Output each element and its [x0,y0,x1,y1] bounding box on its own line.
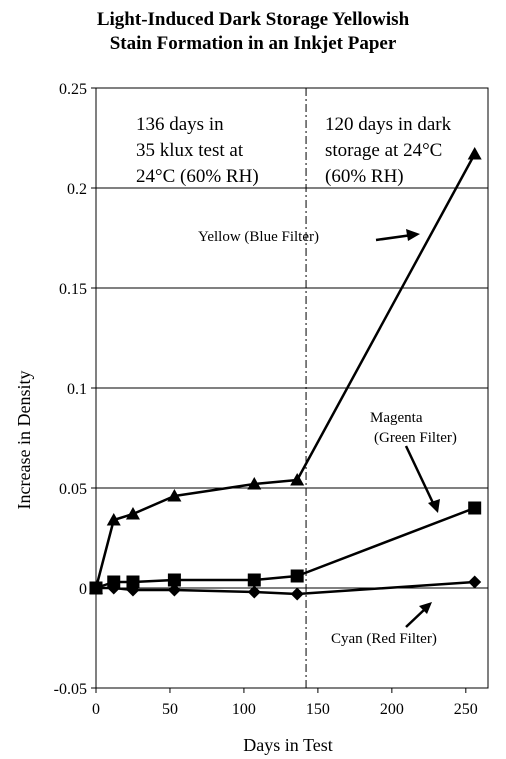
series-0-point-1 [106,513,121,526]
series-0-point-3 [167,489,182,502]
series-1-point-5 [290,569,304,583]
cyan-callout-arrow [405,608,426,628]
y-tick-label-4: 0.15 [59,281,87,298]
series-0-point-6 [467,147,482,160]
series-1-point-2 [126,575,140,589]
chart-title-line-2: Stain Formation in an Inkjet Paper [109,33,397,54]
cyan-series-callout: Cyan (Red Filter) [331,631,437,647]
series-1-point-6 [468,501,482,515]
series-2-point-1 [107,581,121,595]
chart-title: Light-Induced Dark Storage Yellowish Sta… [0,8,506,56]
yellow-callout-arrowhead [406,229,420,241]
series-line-1 [95,506,476,590]
series-2-point-2 [126,583,140,597]
annotation-phase-2: 120 days in dark storage at 24°C (60% RH… [325,114,452,187]
series-2-point-4 [247,585,261,599]
series-2-point-6 [468,575,482,589]
annotation-phase-1-line-2: 35 klux test at [136,140,244,161]
series-1-point-4 [247,573,261,587]
x-tick-label-1: 50 [162,701,178,718]
chart-title-line-1: Light-Induced Dark Storage Yellowish [96,9,410,30]
yellow-series-callout: Yellow (Blue Filter) [198,229,319,245]
series-group [89,147,482,601]
annotation-phase-2-line-2: storage at 24°C [325,140,442,161]
y-tick-label-2: 0.05 [59,481,87,498]
y-tick-label-3: 0.1 [67,381,87,398]
series-0-point-2 [125,507,140,520]
y-tick-label-0: -0.05 [54,681,87,698]
series-2-point-5 [290,587,304,601]
x-tick-label-0: 0 [92,701,100,718]
series-2-point-3 [167,583,181,597]
series-0-point-5 [290,473,305,486]
x-tick-label-5: 250 [454,701,478,718]
magenta-series-callout-line-2: (Green Filter) [374,430,457,446]
x-tick-label-2: 100 [232,701,256,718]
annotation-phase-2-line-3: (60% RH) [325,166,404,187]
annotation-phase-1-line-1: 136 days in [136,114,224,135]
x-axis-label: Days in Test [243,735,332,755]
magenta-callout-arrowhead [428,499,440,513]
annotation-phase-1-line-3: 24°C (60% RH) [136,166,259,187]
y-tick-label-5: 0.2 [67,181,87,198]
series-1-point-3 [167,573,181,587]
yellow-callout-arrow [375,233,413,242]
x-tick-label-4: 200 [380,701,404,718]
series-line-0 [94,153,476,589]
annotation-phase-1: 136 days in 35 klux test at 24°C (60% RH… [136,114,259,187]
x-tick-label-3: 150 [306,701,330,718]
series-0-point-4 [247,477,262,490]
magenta-series-callout-line-1: Magenta [370,410,423,426]
cyan-callout-arrowhead [419,602,432,614]
callout-arrows [375,229,440,628]
magenta-callout-arrow [404,445,435,504]
axis-ticks: -0.05 0 0.05 0.1 0.15 0.2 0.25 0 50 100 150 200 250 [54,81,478,718]
series-2-point-0 [89,581,103,595]
gridlines [96,187,488,589]
y-tick-label-1: 0 [79,581,87,598]
y-tick-label-6: 0.25 [59,81,87,98]
y-axis-label: Increase in Density [14,371,34,510]
annotation-phase-2-line-1: 120 days in dark [325,114,452,135]
